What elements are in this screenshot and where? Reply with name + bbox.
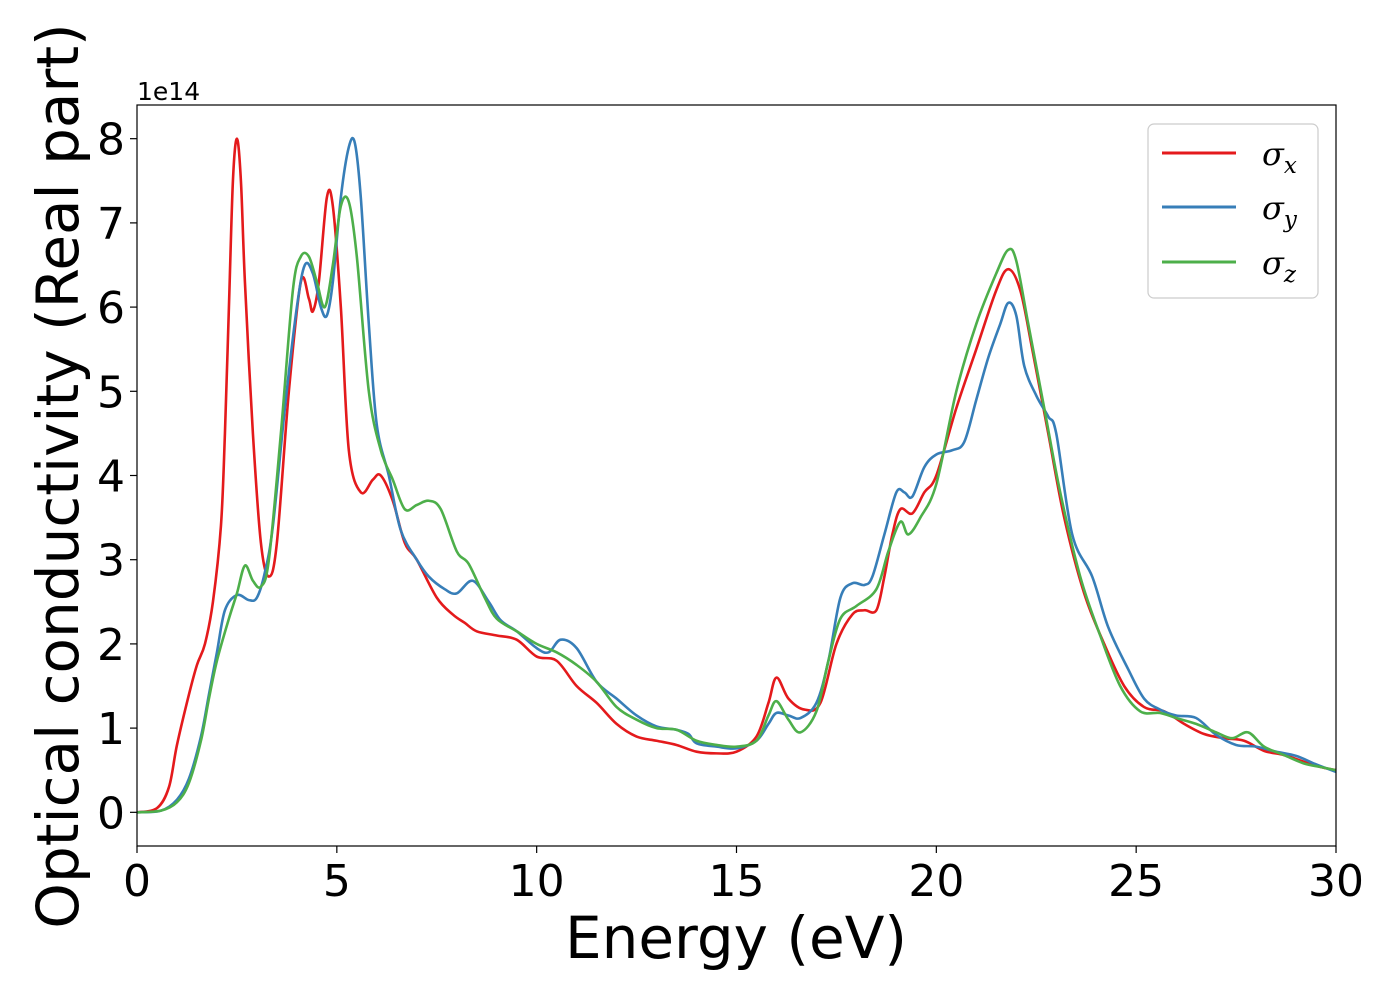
legend-entry-y: σy — [1162, 189, 1298, 233]
series-line-sigma-z — [136, 195, 1337, 814]
x-tick-label: 20 — [908, 856, 964, 907]
legend-entry-z: σz — [1162, 244, 1297, 288]
legend-entry-x: σx — [1162, 135, 1297, 179]
y-tick-label: 0 — [97, 788, 125, 839]
y-offset-label: 1e14 — [137, 77, 200, 106]
series-line-sigma-y — [136, 136, 1337, 814]
x-tick-label: 30 — [1308, 856, 1364, 907]
x-tick-label: 25 — [1108, 856, 1164, 907]
legend-box — [1147, 123, 1319, 299]
legend-label-y: σy — [1262, 189, 1298, 233]
y-tick-label: 6 — [97, 283, 125, 334]
y-tick-label: 5 — [97, 367, 125, 418]
y-axis-label: Optical conductivity (Real part) — [24, 23, 92, 928]
x-tick-label: 10 — [509, 856, 565, 907]
plot-lines — [136, 136, 1337, 814]
y-tick-label: 7 — [97, 199, 125, 250]
x-axis: 0 5 10 15 20 25 30 — [123, 846, 1364, 907]
y-tick-label: 8 — [97, 115, 125, 166]
y-tick-label: 1 — [97, 704, 125, 755]
x-tick-label: 5 — [323, 856, 351, 907]
y-axis: 0 1 2 3 4 5 6 7 8 — [97, 115, 137, 839]
x-axis-label: Energy (eV) — [565, 904, 907, 972]
x-tick-label: 15 — [709, 856, 765, 907]
y-tick-label: 3 — [97, 536, 125, 587]
y-tick-label: 2 — [97, 620, 125, 671]
legend-label-x: σx — [1262, 135, 1297, 179]
y-tick-label: 4 — [97, 452, 125, 503]
legend: σx σy σz — [1147, 123, 1319, 299]
x-tick-label: 0 — [123, 856, 151, 907]
legend-label-z: σz — [1262, 244, 1297, 288]
